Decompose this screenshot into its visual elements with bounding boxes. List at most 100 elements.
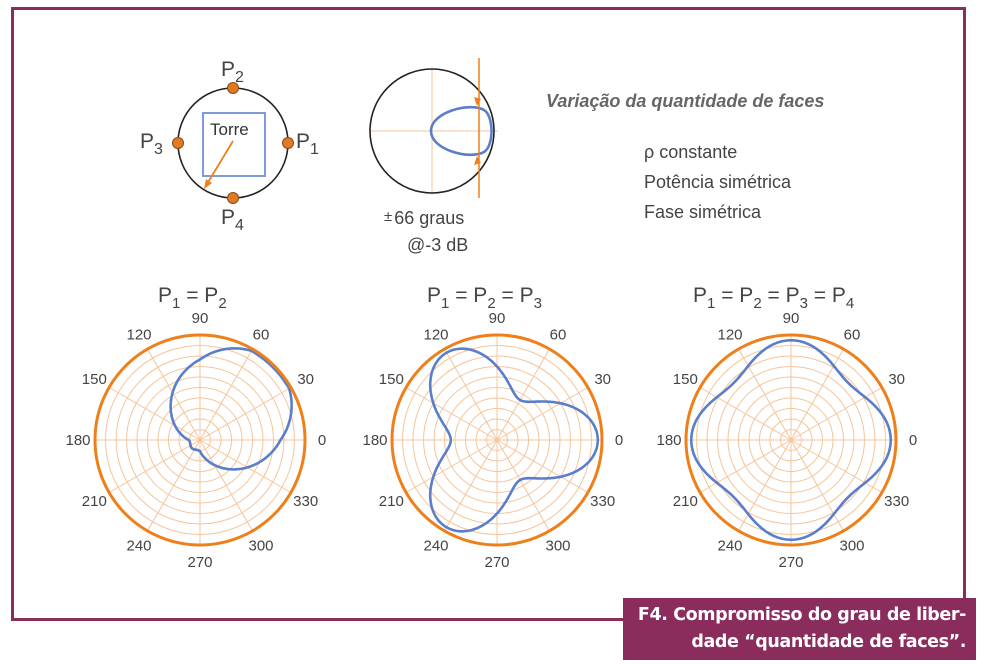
polar-plot-4-faces: P1 = P2 = P3 = P4 0 30 60 90 120 150 180 210 240 2…: [656, 284, 917, 571]
grid-spoke: [147, 439, 201, 532]
angle-label: 270: [484, 554, 509, 571]
feed-point-p4: [227, 192, 239, 204]
radiation-pattern: [428, 347, 600, 533]
angle-label: 240: [423, 538, 448, 555]
grid-spoke: [147, 348, 201, 441]
angle-label: 210: [379, 493, 404, 510]
tower-label: Torre: [210, 120, 249, 139]
info-line-2: Potência simétrica: [644, 172, 792, 192]
angle-label: 30: [888, 371, 905, 388]
caption-line-1: F4. Compromisso do grau de liber-: [637, 605, 966, 625]
polar-title: P1 = P2: [158, 284, 227, 312]
grid-spoke: [496, 439, 550, 532]
grid-spoke: [108, 439, 201, 493]
polar-outer-ring: [684, 333, 898, 547]
radiation-pattern: [690, 339, 893, 542]
figure-frame: [11, 7, 966, 621]
angle-label: 240: [126, 538, 151, 555]
grid-spoke: [496, 387, 589, 441]
polar-plots: P1 = P20306090120150180210240270300330P1…: [65, 284, 917, 571]
info-line-1: ρ constante: [644, 142, 737, 162]
angle-label: 0: [909, 432, 917, 449]
grid-spoke: [405, 387, 498, 441]
angle-label: 150: [379, 371, 404, 388]
angle-label: 60: [253, 326, 270, 343]
grid-spoke: [790, 348, 844, 441]
angle-label: 240: [717, 538, 742, 555]
polar-outer-ring: [390, 333, 604, 547]
angle-label: 90: [489, 310, 506, 327]
tower-circle: [177, 87, 289, 199]
angle-label: 270: [778, 554, 803, 571]
polar-plot-3-faces: P1 = P2 = P3 0 30 60 90 120 150 180 210 240 270 300…: [362, 284, 623, 571]
info-title: Variação da quantidade de faces: [546, 91, 824, 111]
grid-spoke: [790, 439, 883, 493]
label-p1: P1: [296, 130, 319, 158]
angle-label: 90: [192, 310, 209, 327]
angle-label: 120: [126, 326, 151, 343]
grid-spoke: [790, 387, 883, 441]
angle-label: 30: [594, 371, 611, 388]
beam-marker-top: [474, 97, 481, 106]
angle-label: 60: [844, 326, 861, 343]
grid-spoke: [444, 439, 498, 532]
grid-spoke: [108, 387, 201, 441]
angle-label: 60: [550, 326, 567, 343]
feed-point-p2: [227, 82, 239, 94]
angle-label: 300: [545, 538, 570, 555]
polar-plot-2-faces: P1 = P2 0 30 60 90 120 150 180 210 240 270 300 330: [65, 284, 326, 571]
grid-spoke: [790, 439, 844, 532]
angle-label: 330: [590, 493, 615, 510]
angle-label: 180: [362, 432, 387, 449]
beam-diagram: ±66 graus @-3 dB: [369, 58, 498, 255]
angle-label: 210: [82, 493, 107, 510]
tower-diagram: Torre P2 P4 P3 P1: [140, 58, 319, 234]
caption-line-2: dade “quantidade de faces”.: [691, 632, 966, 652]
beam-level-label: @-3 dB: [407, 235, 468, 255]
polar-title: P1 = P2 = P3 = P4: [693, 284, 854, 312]
grid-spoke: [444, 348, 498, 441]
label-p3: P3: [140, 130, 163, 158]
beam-marker-bottom: [474, 156, 481, 165]
grid-spoke: [199, 387, 292, 441]
angle-label: 330: [293, 493, 318, 510]
info-line-3: Fase simétrica: [644, 202, 762, 222]
grid-spoke: [199, 439, 292, 493]
angle-label: 150: [82, 371, 107, 388]
tower-arrowhead: [204, 179, 212, 189]
label-p4: P4: [221, 206, 244, 234]
angle-label: 180: [656, 432, 681, 449]
feed-point-p1: [282, 137, 294, 149]
label-p2: P2: [221, 58, 244, 86]
angle-label: 90: [783, 310, 800, 327]
angle-label: 210: [673, 493, 698, 510]
grid-spoke: [405, 439, 498, 493]
beam-lobe: [429, 105, 493, 157]
tower-square: [202, 112, 266, 177]
angle-label: 300: [248, 538, 273, 555]
angle-label: 0: [615, 432, 623, 449]
angle-label: 30: [297, 371, 314, 388]
angle-label: 300: [839, 538, 864, 555]
grid-spoke: [496, 439, 589, 493]
polar-outer-ring: [93, 333, 307, 547]
tower-arrow: [206, 140, 234, 185]
angle-label: 120: [717, 326, 742, 343]
angle-label: 150: [673, 371, 698, 388]
grid-spoke: [738, 439, 792, 532]
angle-label: 0: [318, 432, 326, 449]
angle-label: 330: [884, 493, 909, 510]
radiation-pattern: [169, 347, 293, 471]
angle-label: 180: [65, 432, 90, 449]
beam-angle-label: ±66 graus: [384, 208, 464, 228]
polar-title: P1 = P2 = P3: [427, 284, 542, 312]
grid-spoke: [699, 387, 792, 441]
feed-point-p3: [172, 137, 184, 149]
grid-spoke: [199, 348, 253, 441]
grid-spoke: [699, 439, 792, 493]
grid-spoke: [496, 348, 550, 441]
angle-label: 270: [187, 554, 212, 571]
grid-spoke: [199, 439, 253, 532]
beam-circle: [369, 68, 495, 194]
